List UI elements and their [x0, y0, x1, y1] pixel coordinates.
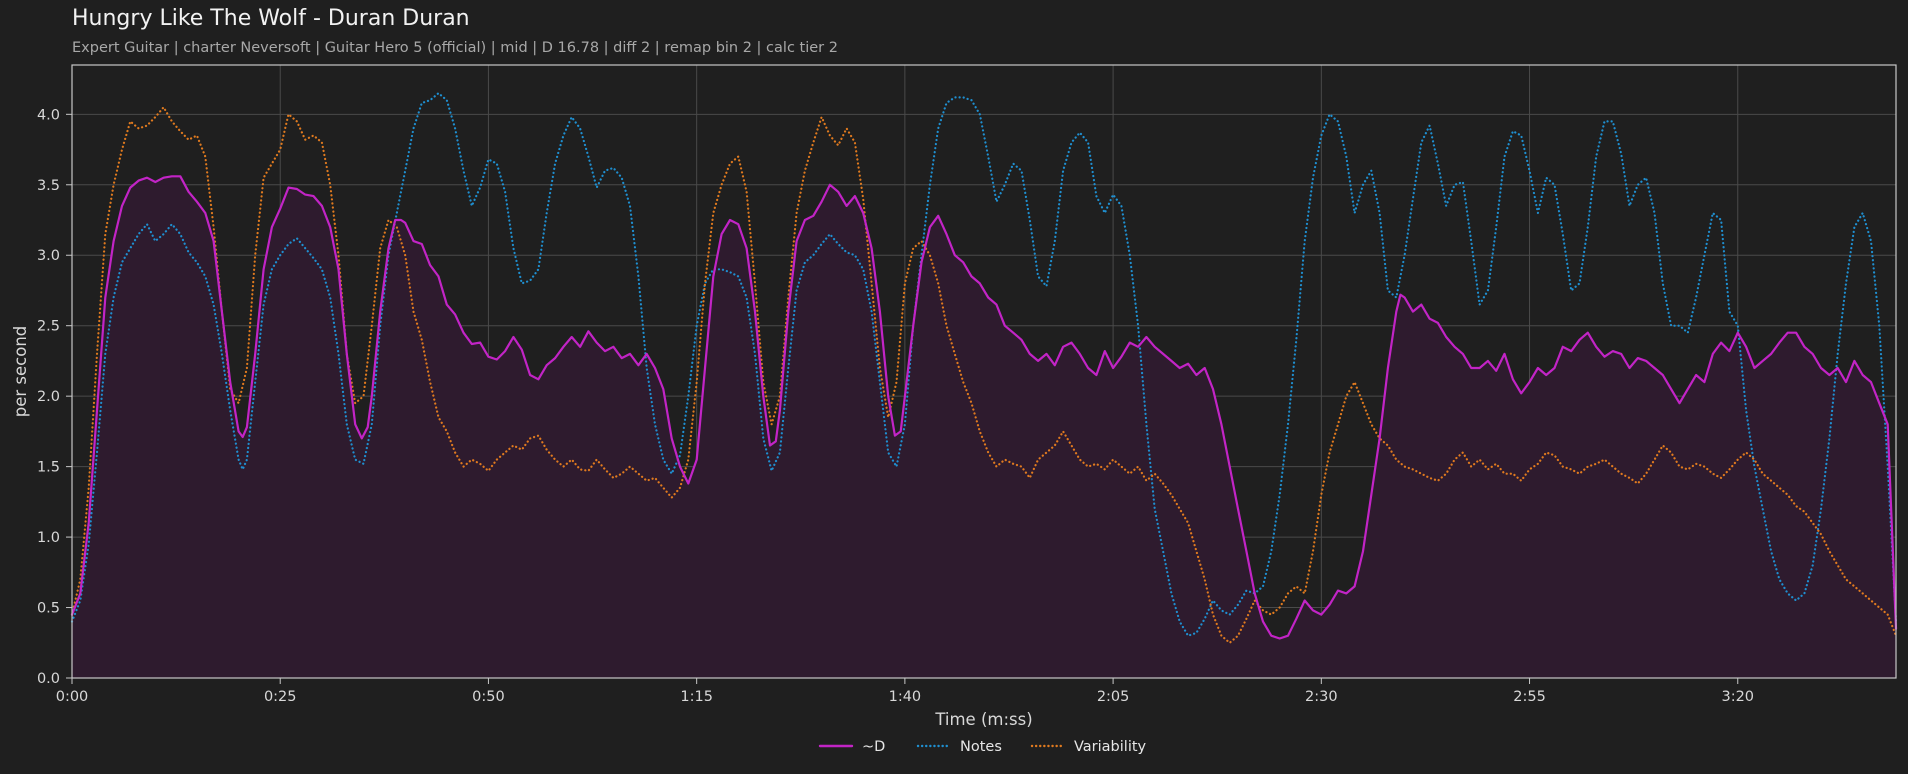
legend: ~D Notes Variability — [818, 739, 1147, 755]
series-lines — [70, 92, 1898, 644]
y-tick-label: 0.0 — [37, 671, 60, 687]
y-tick-label: 2.5 — [37, 319, 60, 335]
x-tick-label: 2:05 — [1097, 689, 1130, 705]
plot-frame — [71, 64, 1897, 679]
series-line-variability — [70, 106, 1898, 644]
x-tick-label: 3:20 — [1721, 689, 1754, 705]
x-axis-ticks: 0:00 0:25 0:50 1:15 1:40 2:05 2:30 2:55 3:20 — [56, 678, 1754, 705]
plot-border — [71, 64, 1897, 679]
y-tick-label: 0.5 — [37, 601, 60, 617]
x-tick-label: 0:25 — [264, 689, 297, 705]
y-tick-label: 1.5 — [37, 460, 60, 476]
x-tick-label: 0:50 — [472, 689, 505, 705]
y-tick-label: 3.5 — [37, 178, 60, 194]
y-axis-ticks: 0.0 0.5 1.0 1.5 2.0 2.5 3.0 3.5 4.0 — [37, 107, 72, 687]
series-line-notes — [70, 92, 1898, 637]
legend-label-notes: Notes — [960, 739, 1002, 755]
x-tick-label: 1:40 — [889, 689, 922, 705]
x-tick-label: 2:30 — [1305, 689, 1338, 705]
x-tick-label: 2:55 — [1513, 689, 1546, 705]
chart-subtitle: Expert Guitar | charter Neversoft | Guit… — [72, 40, 838, 56]
series-fills — [72, 176, 1896, 679]
y-axis-label: per second — [11, 326, 30, 418]
chart-title: Hungry Like The Wolf - Duran Duran — [72, 6, 470, 31]
x-tick-label: 0:00 — [56, 689, 89, 705]
y-tick-label: 3.0 — [37, 248, 60, 264]
series-line-d — [70, 175, 1898, 640]
y-tick-label: 2.0 — [37, 389, 60, 405]
y-tick-label: 4.0 — [37, 107, 60, 123]
d-series-fill — [72, 176, 1896, 679]
y-tick-label: 1.0 — [37, 530, 60, 546]
legend-label-d: ~D — [862, 739, 885, 755]
legend-label-variability: Variability — [1074, 739, 1147, 755]
x-axis-label: Time (m:ss) — [934, 710, 1032, 729]
x-tick-label: 1:15 — [680, 689, 713, 705]
